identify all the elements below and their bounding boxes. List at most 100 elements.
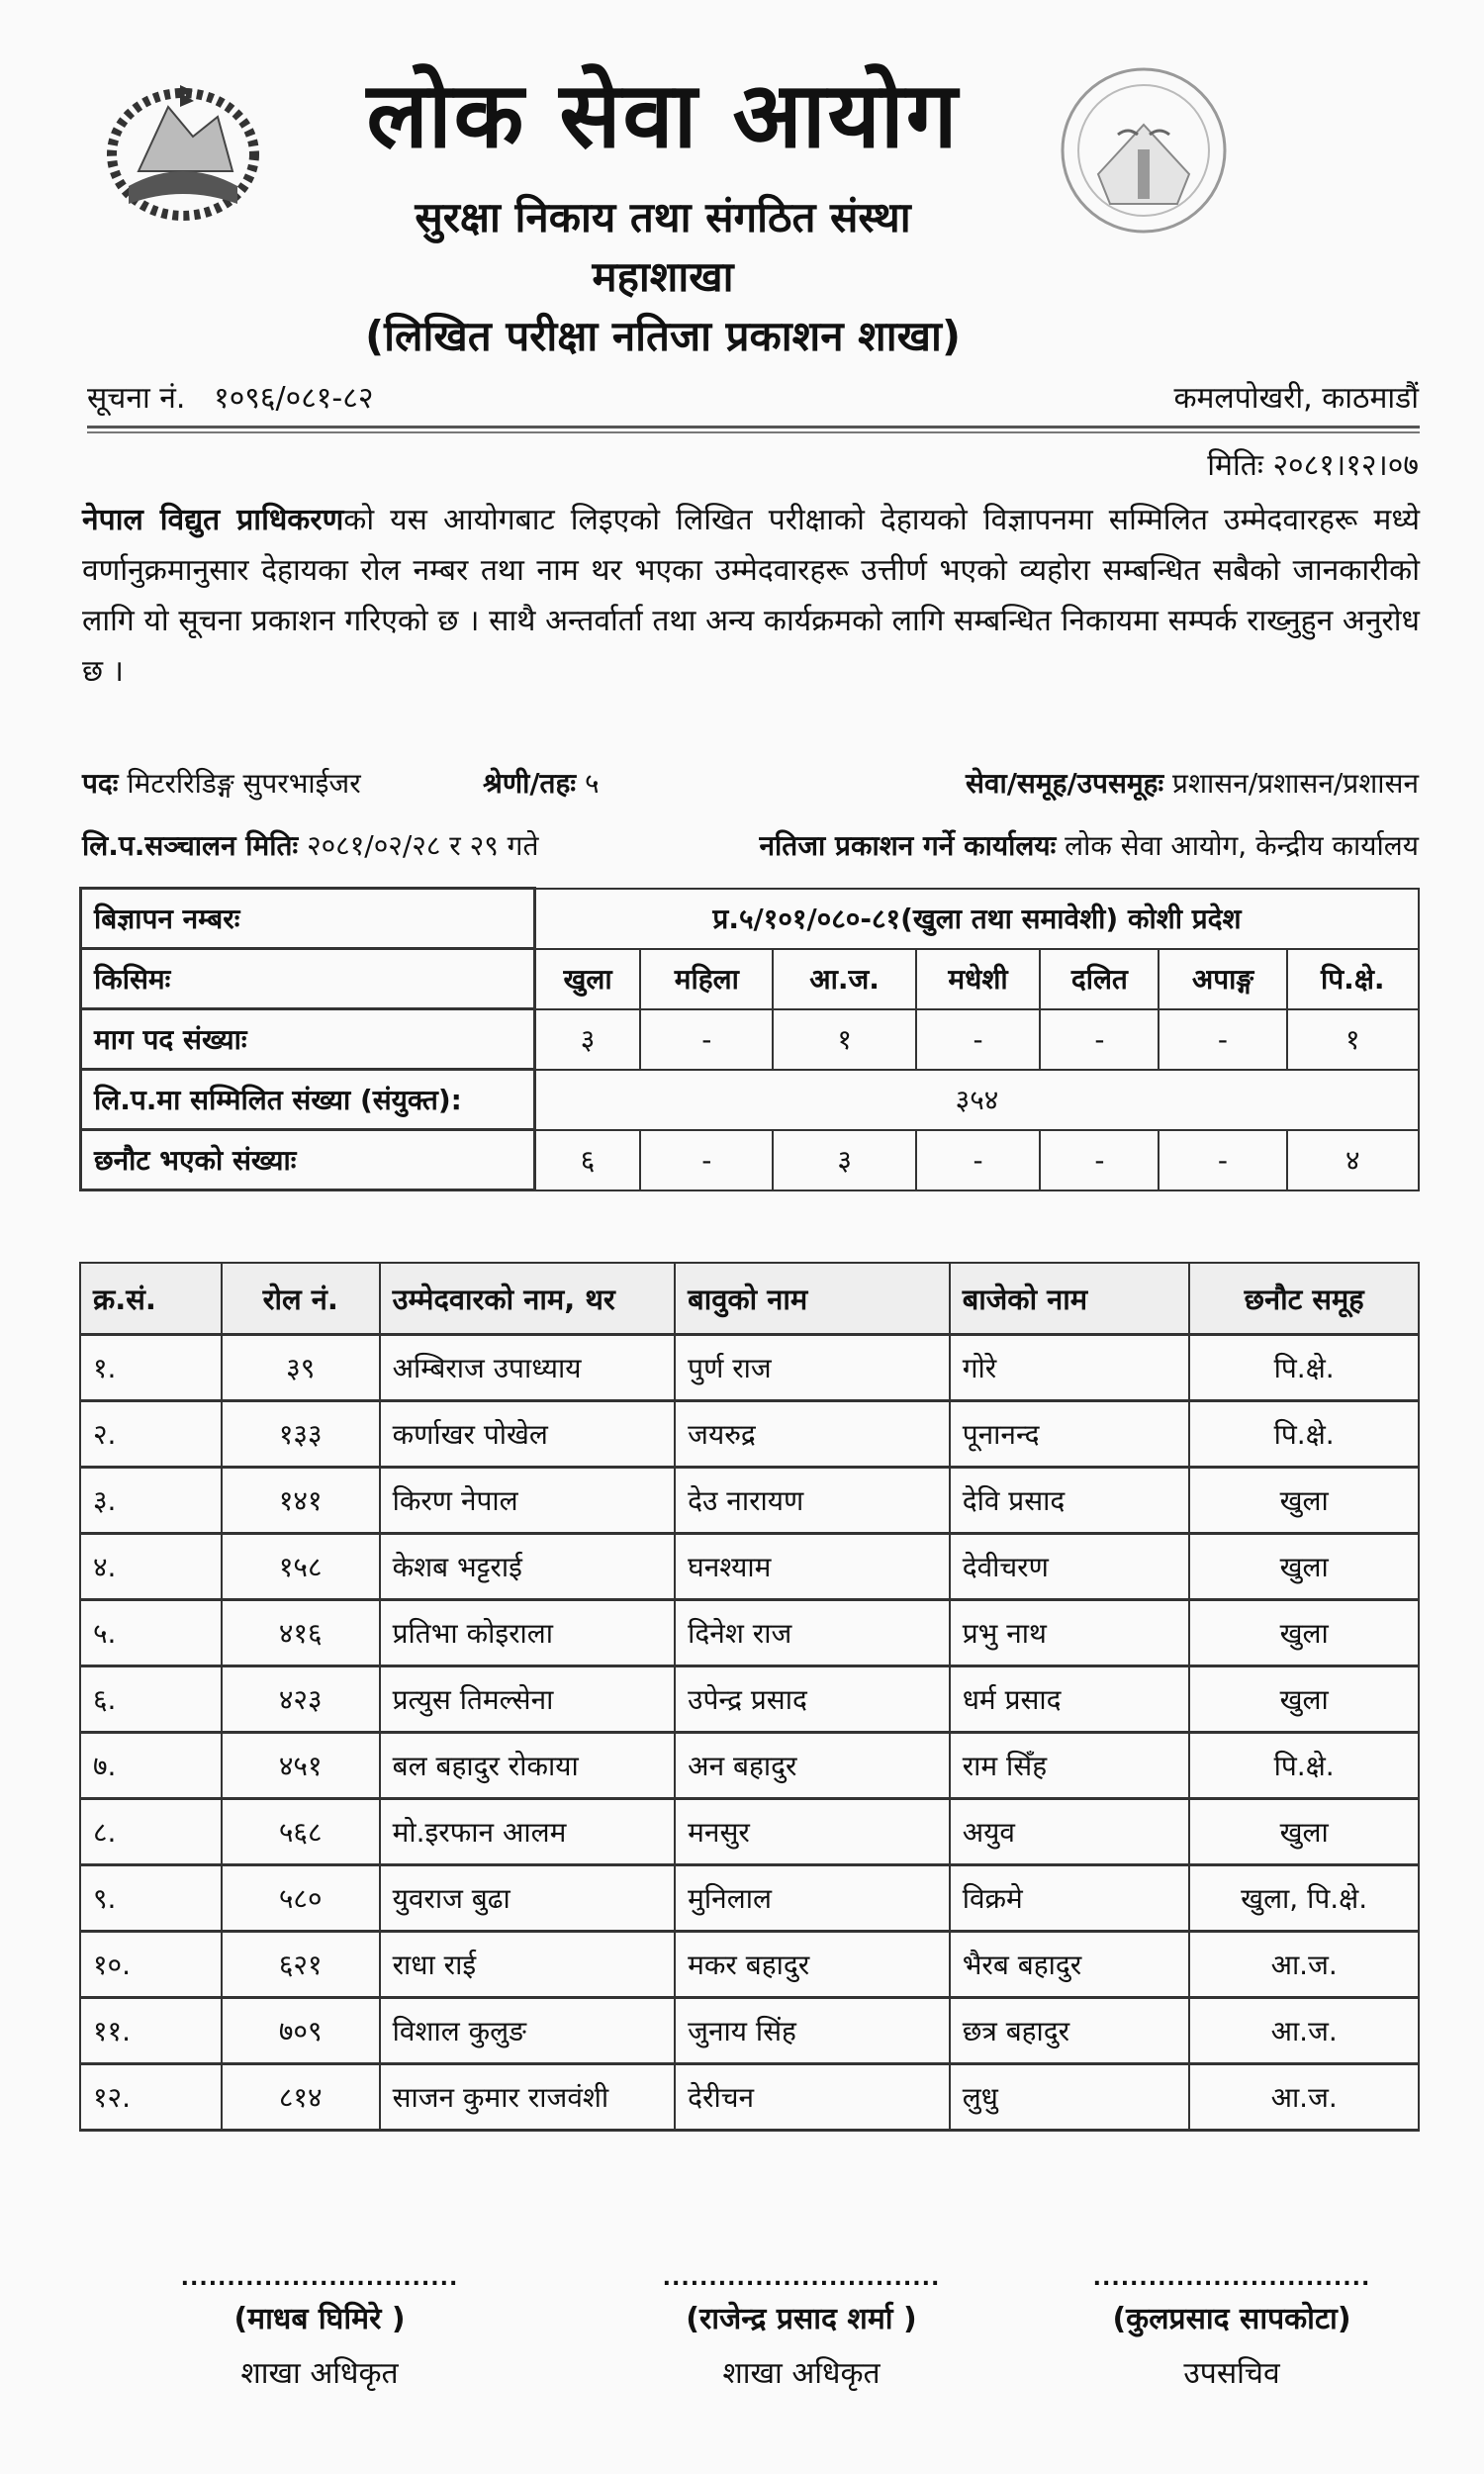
nepal-emblem-logo xyxy=(107,85,259,221)
col-serial: क्र.सं. xyxy=(79,1262,223,1336)
page-title: लोक सेवा आयोग xyxy=(366,62,960,168)
cell-father: जुनाय सिंह xyxy=(674,1996,951,2065)
demand-cell: - xyxy=(1158,1007,1288,1071)
cell-roll: ५८० xyxy=(220,1863,381,1933)
table-row: ४. १५८ केशब भट्टराई घनश्याम देवीचरण खुला xyxy=(79,1532,1420,1601)
table-row: १. ३९ अम्बिराज उपाध्याय पुर्ण राज गोरे पि.क्ष… xyxy=(79,1333,1420,1402)
col-group: छनौट समूह xyxy=(1188,1262,1420,1336)
cell-grandfather: देवि प्रसाद xyxy=(948,1466,1191,1535)
service-value: प्रशासन/प्रशासन/प्रशासन xyxy=(1172,767,1419,800)
divider xyxy=(87,426,1420,428)
service-info: सेवा/समूह/उपसमूहः प्रशासन/प्रशासन/प्रशास… xyxy=(966,764,1419,802)
selected-cell: - xyxy=(1039,1128,1160,1191)
cell-group: पि.क्षे. xyxy=(1188,1333,1420,1402)
table-row: ६. ४२३ प्रत्युस तिमल्सेना उपेन्द्र प्रसाद धर… xyxy=(79,1665,1420,1734)
demand-cell: - xyxy=(1039,1007,1160,1071)
cell-roll: ४१६ xyxy=(220,1598,381,1667)
table-row: ११. ७०९ विशाल कुलुङ जुनाय सिंह छत्र बहादुर आ.… xyxy=(79,1996,1420,2065)
cell-father: उपेन्द्र प्रसाद xyxy=(674,1665,951,1734)
notice-label: सूचना नं. xyxy=(87,381,186,416)
participants-value: ३५४ xyxy=(533,1068,1420,1131)
table-row: ८. ५६८ मो.इरफान आलम मनसुर अयुव खुला xyxy=(79,1797,1420,1866)
cell-father: मकर बहादुर xyxy=(674,1930,951,1999)
selected-cell: ६ xyxy=(533,1128,642,1191)
type-cell: खुला xyxy=(533,947,642,1010)
cell-father: घनश्याम xyxy=(674,1532,951,1601)
psc-seal-logo xyxy=(1061,67,1227,234)
cell-grandfather: प्रभु नाथ xyxy=(948,1598,1191,1667)
organization-name: नेपाल विद्युत प्राधिकरण xyxy=(82,503,344,537)
cell-father: देउ नारायण xyxy=(674,1466,951,1535)
cell-roll: ८१४ xyxy=(220,2062,381,2132)
cell-candidate: युवराज बुढा xyxy=(378,1863,677,1933)
selected-cell: - xyxy=(914,1128,1042,1191)
selected-cell: - xyxy=(639,1128,775,1191)
signature-block: .............................. (कुलप्रसा… xyxy=(1054,2266,1410,2392)
cell-candidate: किरण नेपाल xyxy=(378,1466,677,1535)
cell-serial: ८. xyxy=(79,1797,223,1866)
cell-grandfather: पूनानन्द xyxy=(948,1399,1191,1469)
cell-roll: १४१ xyxy=(220,1466,381,1535)
level-info: श्रेणी/तहः ५ xyxy=(483,764,600,802)
type-cell: महिला xyxy=(639,947,775,1010)
table-row: २. १३३ कर्णाखर पोखेल जयरुद्र पूनानन्द पि.क्षे… xyxy=(79,1399,1420,1469)
signatory-title: शाखा अधिकृत xyxy=(722,2356,881,2391)
selected-cell: ४ xyxy=(1285,1128,1421,1191)
signature-block: .............................. (राजेन्द्… xyxy=(623,2266,979,2392)
cell-serial: ६. xyxy=(79,1665,223,1734)
signatory-name: (राजेन्द्र प्रसाद शर्मा ) xyxy=(686,2302,917,2336)
signatory-title: शाखा अधिकृत xyxy=(240,2356,399,2391)
table-row: ९. ५८० युवराज बुढा मुनिलाल विक्रमे खुला, पि.क… xyxy=(79,1863,1420,1933)
cell-group: आ.ज. xyxy=(1188,2062,1420,2132)
cell-candidate: बल बहादुर रोकाया xyxy=(378,1731,677,1800)
table-row: ७. ४५१ बल बहादुर रोकाया अन बहादुर राम सिँह पि… xyxy=(79,1731,1420,1800)
cell-father: जयरुद्र xyxy=(674,1399,951,1469)
cell-group: खुला xyxy=(1188,1665,1420,1734)
results-table: क्र.सं. रोल नं. उम्मेदवारको नाम, थर बावु… xyxy=(79,1262,1420,2132)
cell-serial: ११. xyxy=(79,1996,223,2065)
notice-paragraph: नेपाल विद्युत प्राधिकरणको यस आयोगबाट लिइ… xyxy=(82,495,1420,697)
col-roll: रोल नं. xyxy=(220,1262,381,1336)
cell-candidate: प्रत्युस तिमल्सेना xyxy=(378,1665,677,1734)
table-row: ३. १४१ किरण नेपाल देउ नारायण देवि प्रसाद खुला xyxy=(79,1466,1420,1535)
col-father: बावुको नाम xyxy=(674,1262,951,1336)
cell-group: पि.क्षे. xyxy=(1188,1399,1420,1469)
cell-father: पुर्ण राज xyxy=(674,1333,951,1402)
signatory-name: (माधब घिमिरे ) xyxy=(233,2302,406,2336)
cell-father: देरीचन xyxy=(674,2062,951,2132)
ad-number-value: प्र.५/१०१/०८०-८१(खुला तथा समावेशी) कोशी … xyxy=(533,887,1420,950)
cell-candidate: साजन कुमार राजवंशी xyxy=(378,2062,677,2132)
cell-candidate: केशब भट्टराई xyxy=(378,1532,677,1601)
demand-row: माग पद संख्याः ३ - १ - - - १ xyxy=(79,1007,1421,1071)
table-row: १२. ८१४ साजन कुमार राजवंशी देरीचन लुधु आ.ज. xyxy=(79,2062,1420,2132)
subtitle-line2: महाशाखा xyxy=(592,252,734,301)
cell-roll: ४२३ xyxy=(220,1665,381,1734)
cell-group: खुला, पि.क्षे. xyxy=(1188,1863,1420,1933)
post-value: मिटररिडिङ्ग सुपरभाईजर xyxy=(127,767,361,800)
cell-group: आ.ज. xyxy=(1188,1996,1420,2065)
cell-serial: ७. xyxy=(79,1731,223,1800)
table-row: ५. ४१६ प्रतिभा कोइराला दिनेश राज प्रभु नाथ खु… xyxy=(79,1598,1420,1667)
subtitle-line3: (लिखित परीक्षा नतिजा प्रकाशन शाखा) xyxy=(364,312,962,360)
demand-cell: - xyxy=(639,1007,775,1071)
cell-serial: १२. xyxy=(79,2062,223,2132)
cell-candidate: राधा राई xyxy=(378,1930,677,1999)
demand-label: माग पद संख्याः xyxy=(79,1007,536,1071)
cell-serial: ३. xyxy=(79,1466,223,1535)
cell-roll: ७०९ xyxy=(220,1996,381,2065)
cell-grandfather: विक्रमे xyxy=(948,1863,1191,1933)
notice-date: मितिः २०८१।१२।०७ xyxy=(1207,448,1419,483)
office-label: नतिजा प्रकाशन गर्ने कार्यालयः xyxy=(759,829,1057,862)
col-grandfather: बाजेको नाम xyxy=(948,1262,1191,1336)
service-label: सेवा/समूह/उपसमूहः xyxy=(965,767,1164,800)
cell-serial: २. xyxy=(79,1399,223,1469)
divider xyxy=(87,431,1420,433)
cell-candidate: कर्णाखर पोखेल xyxy=(378,1399,677,1469)
cell-roll: ३९ xyxy=(220,1333,381,1402)
cell-roll: ४५१ xyxy=(220,1731,381,1800)
table-row: १०. ६२१ राधा राई मकर बहादुर भैरब बहादुर आ.ज. xyxy=(79,1930,1420,1999)
exam-date-info: लि.प.सञ्चालन मितिः २०८१/०२/२८ र २९ गते xyxy=(82,826,538,864)
cell-grandfather: अयुव xyxy=(948,1797,1191,1866)
selected-cell: - xyxy=(1158,1128,1288,1191)
level-value: ५ xyxy=(584,767,600,800)
